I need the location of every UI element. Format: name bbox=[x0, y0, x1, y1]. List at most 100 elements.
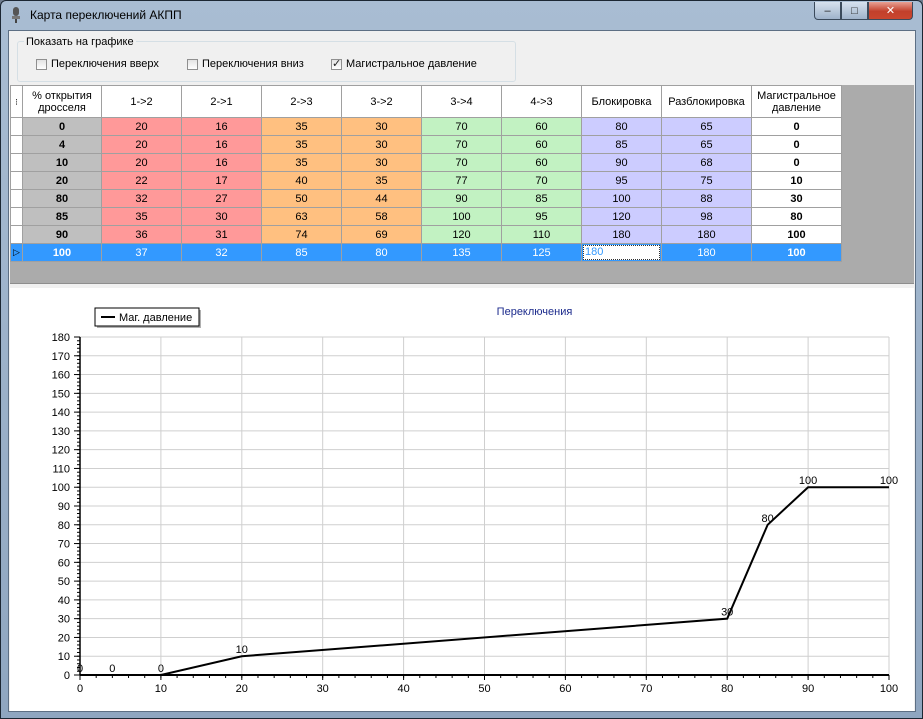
table-cell[interactable]: 180 bbox=[581, 225, 662, 244]
table-cell[interactable]: 90 bbox=[421, 189, 502, 208]
table-cell[interactable]: 20 bbox=[101, 117, 182, 136]
title-bar[interactable]: Карта переключений АКПП – □ ✕ bbox=[1, 1, 922, 29]
table-cell[interactable]: 35 bbox=[261, 135, 342, 154]
cell-editor[interactable]: 180 bbox=[583, 245, 660, 260]
table-cell[interactable]: 69 bbox=[341, 225, 422, 244]
table-cell[interactable]: 100 bbox=[751, 243, 842, 262]
select-all-corner[interactable]: ⁝ bbox=[10, 85, 23, 118]
table-cell[interactable]: 100 bbox=[22, 243, 102, 262]
table-cell[interactable]: 65 bbox=[661, 135, 752, 154]
row-header[interactable] bbox=[10, 189, 23, 208]
column-header[interactable]: 3->2 bbox=[341, 85, 422, 118]
table-cell[interactable]: 0 bbox=[22, 117, 102, 136]
table-cell[interactable]: 20 bbox=[101, 135, 182, 154]
table-cell[interactable]: 70 bbox=[421, 135, 502, 154]
table-cell[interactable]: 68 bbox=[661, 153, 752, 172]
table-cell[interactable]: 10 bbox=[22, 153, 102, 172]
upshift-checkbox[interactable]: Переключения вверх bbox=[36, 58, 159, 70]
table-cell[interactable]: 88 bbox=[661, 189, 752, 208]
column-header[interactable]: 3->4 bbox=[421, 85, 502, 118]
table-cell[interactable]: 10 bbox=[751, 171, 842, 190]
table-cell[interactable]: 37 bbox=[101, 243, 182, 262]
minimize-button[interactable]: – bbox=[814, 2, 841, 20]
table-cell[interactable]: 180 bbox=[661, 225, 752, 244]
table-cell[interactable]: 90 bbox=[581, 153, 662, 172]
table-row[interactable]: 85 35 30 63 58 100 95 120 98 80 bbox=[10, 207, 842, 226]
table-cell[interactable]: 20 bbox=[22, 171, 102, 190]
maximize-button[interactable]: □ bbox=[841, 2, 868, 20]
table-cell[interactable]: 85 bbox=[501, 189, 582, 208]
table-cell[interactable]: 35 bbox=[101, 207, 182, 226]
table-row[interactable]: 80 32 27 50 44 90 85 100 88 30 bbox=[10, 189, 842, 208]
table-cell[interactable]: 80 bbox=[341, 243, 422, 262]
column-header[interactable]: % открытия дросселя bbox=[22, 85, 102, 118]
table-cell[interactable]: 35 bbox=[261, 153, 342, 172]
table-cell[interactable]: 35 bbox=[341, 171, 422, 190]
row-header[interactable] bbox=[10, 135, 23, 154]
table-cell[interactable]: 60 bbox=[501, 135, 582, 154]
table-cell[interactable]: 44 bbox=[341, 189, 422, 208]
table-cell[interactable]: 4 bbox=[22, 135, 102, 154]
table-cell[interactable]: 58 bbox=[341, 207, 422, 226]
table-row[interactable]: 10 20 16 35 30 70 60 90 68 0 bbox=[10, 153, 842, 172]
table-row[interactable]: ▷ 100 37 32 85 80 135 125 180 180 100 bbox=[10, 243, 842, 262]
table-cell[interactable]: 77 bbox=[421, 171, 502, 190]
table-cell[interactable]: 125 bbox=[501, 243, 582, 262]
table-cell[interactable]: 30 bbox=[181, 207, 262, 226]
table-row[interactable]: 90 36 31 74 69 120 110 180 180 100 bbox=[10, 225, 842, 244]
table-cell[interactable]: 0 bbox=[751, 117, 842, 136]
table-cell[interactable]: 75 bbox=[661, 171, 752, 190]
table-cell[interactable]: 85 bbox=[581, 135, 662, 154]
table-cell[interactable]: 22 bbox=[101, 171, 182, 190]
row-header[interactable] bbox=[10, 153, 23, 172]
checkbox-box[interactable] bbox=[187, 58, 198, 70]
table-cell[interactable]: 30 bbox=[751, 189, 842, 208]
table-cell[interactable]: 100 bbox=[581, 189, 662, 208]
row-header[interactable] bbox=[10, 207, 23, 226]
checkbox-box[interactable] bbox=[36, 58, 47, 70]
table-cell[interactable]: 100 bbox=[751, 225, 842, 244]
table-cell[interactable]: 30 bbox=[341, 117, 422, 136]
table-cell[interactable]: 63 bbox=[261, 207, 342, 226]
table-cell[interactable]: 85 bbox=[22, 207, 102, 226]
table-cell[interactable]: 36 bbox=[101, 225, 182, 244]
column-header[interactable]: 2->1 bbox=[181, 85, 262, 118]
table-cell[interactable]: 80 bbox=[751, 207, 842, 226]
table-cell[interactable]: 40 bbox=[261, 171, 342, 190]
table-cell[interactable]: 60 bbox=[501, 117, 582, 136]
row-header[interactable] bbox=[10, 117, 23, 136]
table-cell[interactable]: 17 bbox=[181, 171, 262, 190]
table-cell[interactable]: 27 bbox=[181, 189, 262, 208]
table-cell[interactable]: 30 bbox=[341, 153, 422, 172]
table-cell[interactable]: 90 bbox=[22, 225, 102, 244]
table-row[interactable]: 20 22 17 40 35 77 70 95 75 10 bbox=[10, 171, 842, 190]
line-pressure-checkbox[interactable]: Магистральное давление bbox=[331, 57, 477, 70]
column-header[interactable]: Блокировка bbox=[581, 85, 662, 118]
downshift-checkbox[interactable]: Переключения вниз bbox=[187, 58, 304, 70]
column-header[interactable]: 1->2 bbox=[101, 85, 182, 118]
table-cell[interactable]: 20 bbox=[101, 153, 182, 172]
table-cell[interactable]: 31 bbox=[181, 225, 262, 244]
table-row[interactable]: 0 20 16 35 30 70 60 80 65 0 bbox=[10, 117, 842, 136]
table-row[interactable]: 4 20 16 35 30 70 60 85 65 0 bbox=[10, 135, 842, 154]
table-cell[interactable]: 120 bbox=[421, 225, 502, 244]
table-cell[interactable]: 50 bbox=[261, 189, 342, 208]
table-cell[interactable]: 0 bbox=[751, 135, 842, 154]
table-cell[interactable]: 30 bbox=[341, 135, 422, 154]
close-button[interactable]: ✕ bbox=[868, 2, 913, 20]
table-cell[interactable]: 98 bbox=[661, 207, 752, 226]
checkbox-box[interactable] bbox=[331, 57, 342, 70]
table-cell[interactable]: 16 bbox=[181, 153, 262, 172]
row-header[interactable] bbox=[10, 171, 23, 190]
table-cell[interactable]: 74 bbox=[261, 225, 342, 244]
splitter[interactable] bbox=[10, 283, 914, 289]
table-cell[interactable]: 180 bbox=[661, 243, 752, 262]
table-cell[interactable]: 70 bbox=[421, 153, 502, 172]
row-header[interactable] bbox=[10, 225, 23, 244]
table-cell[interactable]: 60 bbox=[501, 153, 582, 172]
table-cell[interactable]: 70 bbox=[421, 117, 502, 136]
table-cell[interactable]: 32 bbox=[181, 243, 262, 262]
column-header[interactable]: 4->3 bbox=[501, 85, 582, 118]
table-cell[interactable]: 110 bbox=[501, 225, 582, 244]
table-cell[interactable]: 16 bbox=[181, 117, 262, 136]
